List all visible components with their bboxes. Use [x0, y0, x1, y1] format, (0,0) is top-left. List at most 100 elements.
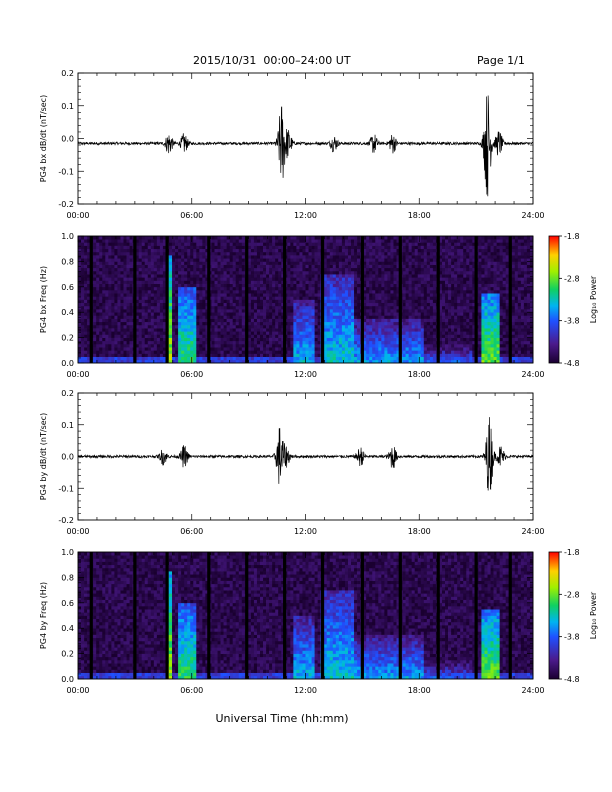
spectrogram-cell — [78, 242, 82, 246]
spectrogram-cell — [159, 359, 164, 364]
spectrogram-cell — [175, 258, 179, 262]
spectrogram-cell — [144, 248, 149, 253]
spectrogram-cell — [287, 321, 291, 326]
spectrogram-cell — [417, 296, 422, 300]
spectrogram-cell — [302, 315, 306, 319]
spectrogram-cell — [156, 251, 161, 256]
spectrogram-cell — [226, 236, 231, 240]
spectrogram-cell — [169, 261, 173, 265]
spectrogram-cell — [184, 299, 188, 304]
spectrogram-cell — [117, 305, 121, 310]
spectrogram-cell — [126, 270, 130, 275]
spectrogram-cell — [347, 264, 352, 269]
spectrogram-cell — [138, 302, 143, 307]
spectrogram-cell — [290, 302, 294, 307]
spectrogram-cell — [396, 261, 400, 265]
spectrogram-cell — [426, 242, 431, 246]
spectrogram-cell — [396, 280, 400, 284]
spectrogram-cell — [260, 293, 264, 297]
spectrogram-cell — [93, 340, 97, 345]
spectrogram-cell — [290, 299, 294, 304]
spectrogram-cell — [126, 248, 130, 253]
spectrogram-cell — [144, 258, 149, 262]
spectrogram-cell — [272, 328, 276, 332]
spectrogram-cell — [414, 248, 419, 253]
spectrogram-cell — [211, 337, 215, 342]
spectrogram-cell — [247, 289, 252, 294]
spectrogram-cell — [111, 258, 115, 262]
spectrogram-cell — [278, 289, 282, 294]
spectrogram-cell — [363, 289, 367, 294]
spectrogram-cell — [335, 267, 340, 272]
spectrogram-cell — [296, 296, 300, 300]
spectrogram-cell — [81, 337, 85, 342]
spectrogram-cell — [99, 261, 103, 265]
spectrogram-cell — [241, 251, 246, 256]
spectrogram-cell — [202, 328, 206, 332]
spectrogram-cell — [172, 321, 176, 326]
spectrogram-cell — [354, 296, 358, 300]
spectrogram-cell — [390, 343, 394, 348]
spectrogram-cell — [178, 242, 182, 246]
spectrogram-cell — [293, 261, 297, 265]
spectrogram-cell — [253, 318, 258, 323]
spectrogram-cell — [375, 299, 379, 304]
spectrogram-cell — [372, 255, 376, 259]
spectrogram-cell — [226, 245, 231, 250]
spectrogram-cell — [156, 356, 161, 361]
spectrogram-cell — [317, 318, 322, 323]
spectrogram-cell — [326, 264, 331, 269]
spectrogram-cell — [417, 251, 422, 256]
spectrogram-cell — [190, 274, 194, 278]
spectrogram-cell — [250, 242, 255, 246]
spectrogram-cell — [396, 353, 400, 357]
spectrogram-cell — [317, 242, 322, 246]
spectrogram-cell — [150, 309, 155, 313]
spectrogram-cell — [211, 302, 215, 307]
spectrogram-cell — [305, 334, 309, 338]
spectrogram-cell — [363, 312, 367, 316]
spectrogram-cell — [117, 242, 121, 246]
spectrogram-cell — [138, 264, 143, 269]
spectrogram-cell — [344, 340, 349, 345]
spectrogram-cell — [366, 277, 370, 281]
spectrogram-cell — [181, 302, 185, 307]
spectrogram-cell — [211, 255, 215, 259]
spectrogram-cell — [238, 321, 243, 326]
spectrogram-cell — [296, 318, 300, 323]
spectrogram-cell — [275, 245, 279, 250]
spectrogram-cell — [369, 261, 373, 265]
spectrogram-cell — [120, 274, 124, 278]
spectrogram-cell — [187, 242, 191, 246]
spectrogram-cell — [405, 280, 409, 284]
spectrogram-cell — [144, 350, 149, 354]
spectrogram-cell — [199, 242, 203, 246]
spectrogram-cell — [305, 356, 309, 361]
spectrogram-cell — [111, 321, 115, 326]
spectrogram-cell — [135, 283, 140, 288]
spectrogram-cell — [211, 280, 215, 284]
spectrogram-cell — [144, 312, 149, 316]
spectrogram-cell — [445, 299, 449, 304]
spectrogram-cell — [296, 331, 300, 335]
spectrogram-cell — [299, 270, 303, 275]
spectrogram-cell — [178, 350, 182, 354]
spectrogram-cell — [235, 328, 240, 332]
spectrogram-cell — [202, 299, 206, 304]
spectrogram-cell — [423, 293, 428, 297]
spectrogram-cell — [84, 305, 88, 310]
spectrogram-cell — [253, 293, 258, 297]
spectrogram-cell — [302, 274, 306, 278]
spectrogram-cell — [432, 337, 437, 342]
spectrogram-cell — [275, 251, 279, 256]
spectrogram-cell — [181, 267, 185, 272]
spectrogram-cell — [326, 359, 331, 364]
spectrogram-cell — [96, 309, 100, 313]
spectrogram-cell — [253, 309, 258, 313]
spectrogram-cell — [229, 309, 234, 313]
spectrogram-cell — [296, 270, 300, 275]
spectrogram-cell — [138, 343, 143, 348]
spectrogram-cell — [266, 343, 270, 348]
spectrogram-cell — [229, 277, 234, 281]
spectrogram-cell — [117, 251, 121, 256]
